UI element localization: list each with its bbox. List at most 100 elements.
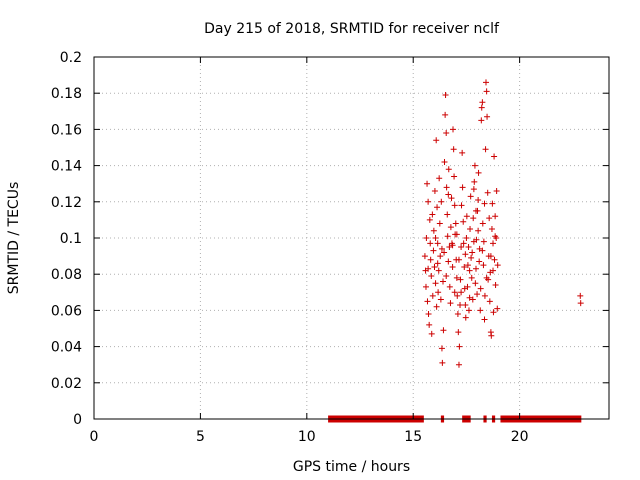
data-point [489, 200, 496, 207]
data-point [464, 283, 471, 290]
data-point [483, 274, 490, 281]
y-tick-label: 0.14 [51, 159, 82, 175]
data-point [468, 274, 475, 281]
data-point [451, 173, 458, 180]
y-tick-label: 0 [73, 412, 82, 428]
data-point [462, 314, 469, 321]
data-point [435, 267, 442, 274]
data-point [470, 186, 477, 193]
data-point [493, 187, 500, 194]
x-tick-label: 5 [196, 429, 205, 445]
data-point [477, 285, 484, 292]
data-point [446, 244, 453, 251]
data-point [477, 307, 484, 314]
y-tick-label: 0.18 [51, 86, 82, 102]
data-point [476, 258, 483, 265]
data-point [436, 175, 443, 182]
data-point [486, 298, 493, 305]
data-point [458, 289, 465, 296]
y-tick-label: 0.2 [60, 50, 82, 66]
data-point [484, 189, 491, 196]
data-point [475, 169, 482, 176]
data-point [490, 240, 497, 247]
data-point [471, 178, 478, 185]
data-point [481, 292, 488, 299]
data-point [433, 137, 440, 144]
data-point [426, 216, 433, 223]
y-tick-labels: 0 0.02 0.04 0.06 0.08 0.1 0.12 0.14 0.16 0.18 0.2 [51, 50, 82, 428]
chart-title: Day 215 of 2018, SRMTID for receiver ncl… [204, 21, 500, 37]
data-point [466, 294, 473, 301]
data-point [460, 218, 467, 225]
data-point [465, 244, 472, 251]
x-tick-label: 15 [404, 429, 422, 445]
data-point [430, 227, 437, 234]
data-point [458, 244, 465, 251]
data-point [441, 249, 448, 256]
data-point [425, 311, 432, 318]
data-point [445, 191, 452, 198]
data-point [451, 289, 458, 296]
data-point [429, 292, 436, 299]
data-point [475, 227, 482, 234]
data-point [436, 220, 443, 227]
data-point [427, 240, 434, 247]
data-point [466, 267, 473, 274]
data-point [478, 117, 485, 124]
data-point [462, 251, 469, 258]
data-point [446, 283, 453, 290]
y-tick-label: 0.16 [51, 122, 82, 138]
data-point [456, 343, 463, 350]
data-point [480, 238, 487, 245]
data-point [452, 220, 459, 227]
data-point [424, 180, 431, 187]
data-point [442, 111, 449, 118]
data-point [483, 88, 490, 95]
data-point [488, 225, 495, 232]
data-point [449, 263, 456, 270]
data-point [492, 282, 499, 289]
data-point [490, 267, 497, 274]
data-point [491, 153, 498, 160]
data-point [481, 316, 488, 323]
data-point [491, 256, 498, 263]
data-point [469, 249, 476, 256]
data-point [445, 166, 452, 173]
data-point [421, 253, 428, 260]
y-tick-label: 0.08 [51, 267, 82, 283]
plot-frame [93, 56, 610, 420]
data-point [449, 242, 456, 249]
data-point [428, 273, 435, 280]
data-point [492, 233, 499, 240]
gridlines [94, 57, 609, 419]
x-tick-label: 0 [90, 429, 99, 445]
y-tick-label: 0.02 [51, 376, 82, 392]
x-tick-label: 20 [511, 429, 529, 445]
axis-ticks [93, 56, 609, 420]
data-point [433, 303, 440, 310]
data-point [482, 79, 489, 86]
data-point [423, 235, 430, 241]
data-point [444, 211, 451, 218]
data-point [462, 301, 469, 308]
x-tick-label: 10 [298, 429, 316, 445]
data-point [469, 296, 476, 303]
data-point [459, 184, 466, 191]
data-point [494, 262, 501, 269]
data-point [479, 220, 486, 227]
data-point [457, 301, 464, 308]
data-point [447, 224, 454, 231]
data-point [468, 254, 475, 261]
data-point [434, 260, 441, 267]
data-point [432, 280, 439, 287]
data-point [453, 274, 460, 281]
data-point [467, 225, 474, 232]
data-point [457, 276, 464, 283]
data-point [448, 195, 455, 202]
data-point [454, 292, 461, 299]
data-point [437, 253, 444, 260]
data-point [440, 278, 447, 285]
data-point [478, 104, 485, 111]
data-point [438, 198, 445, 205]
